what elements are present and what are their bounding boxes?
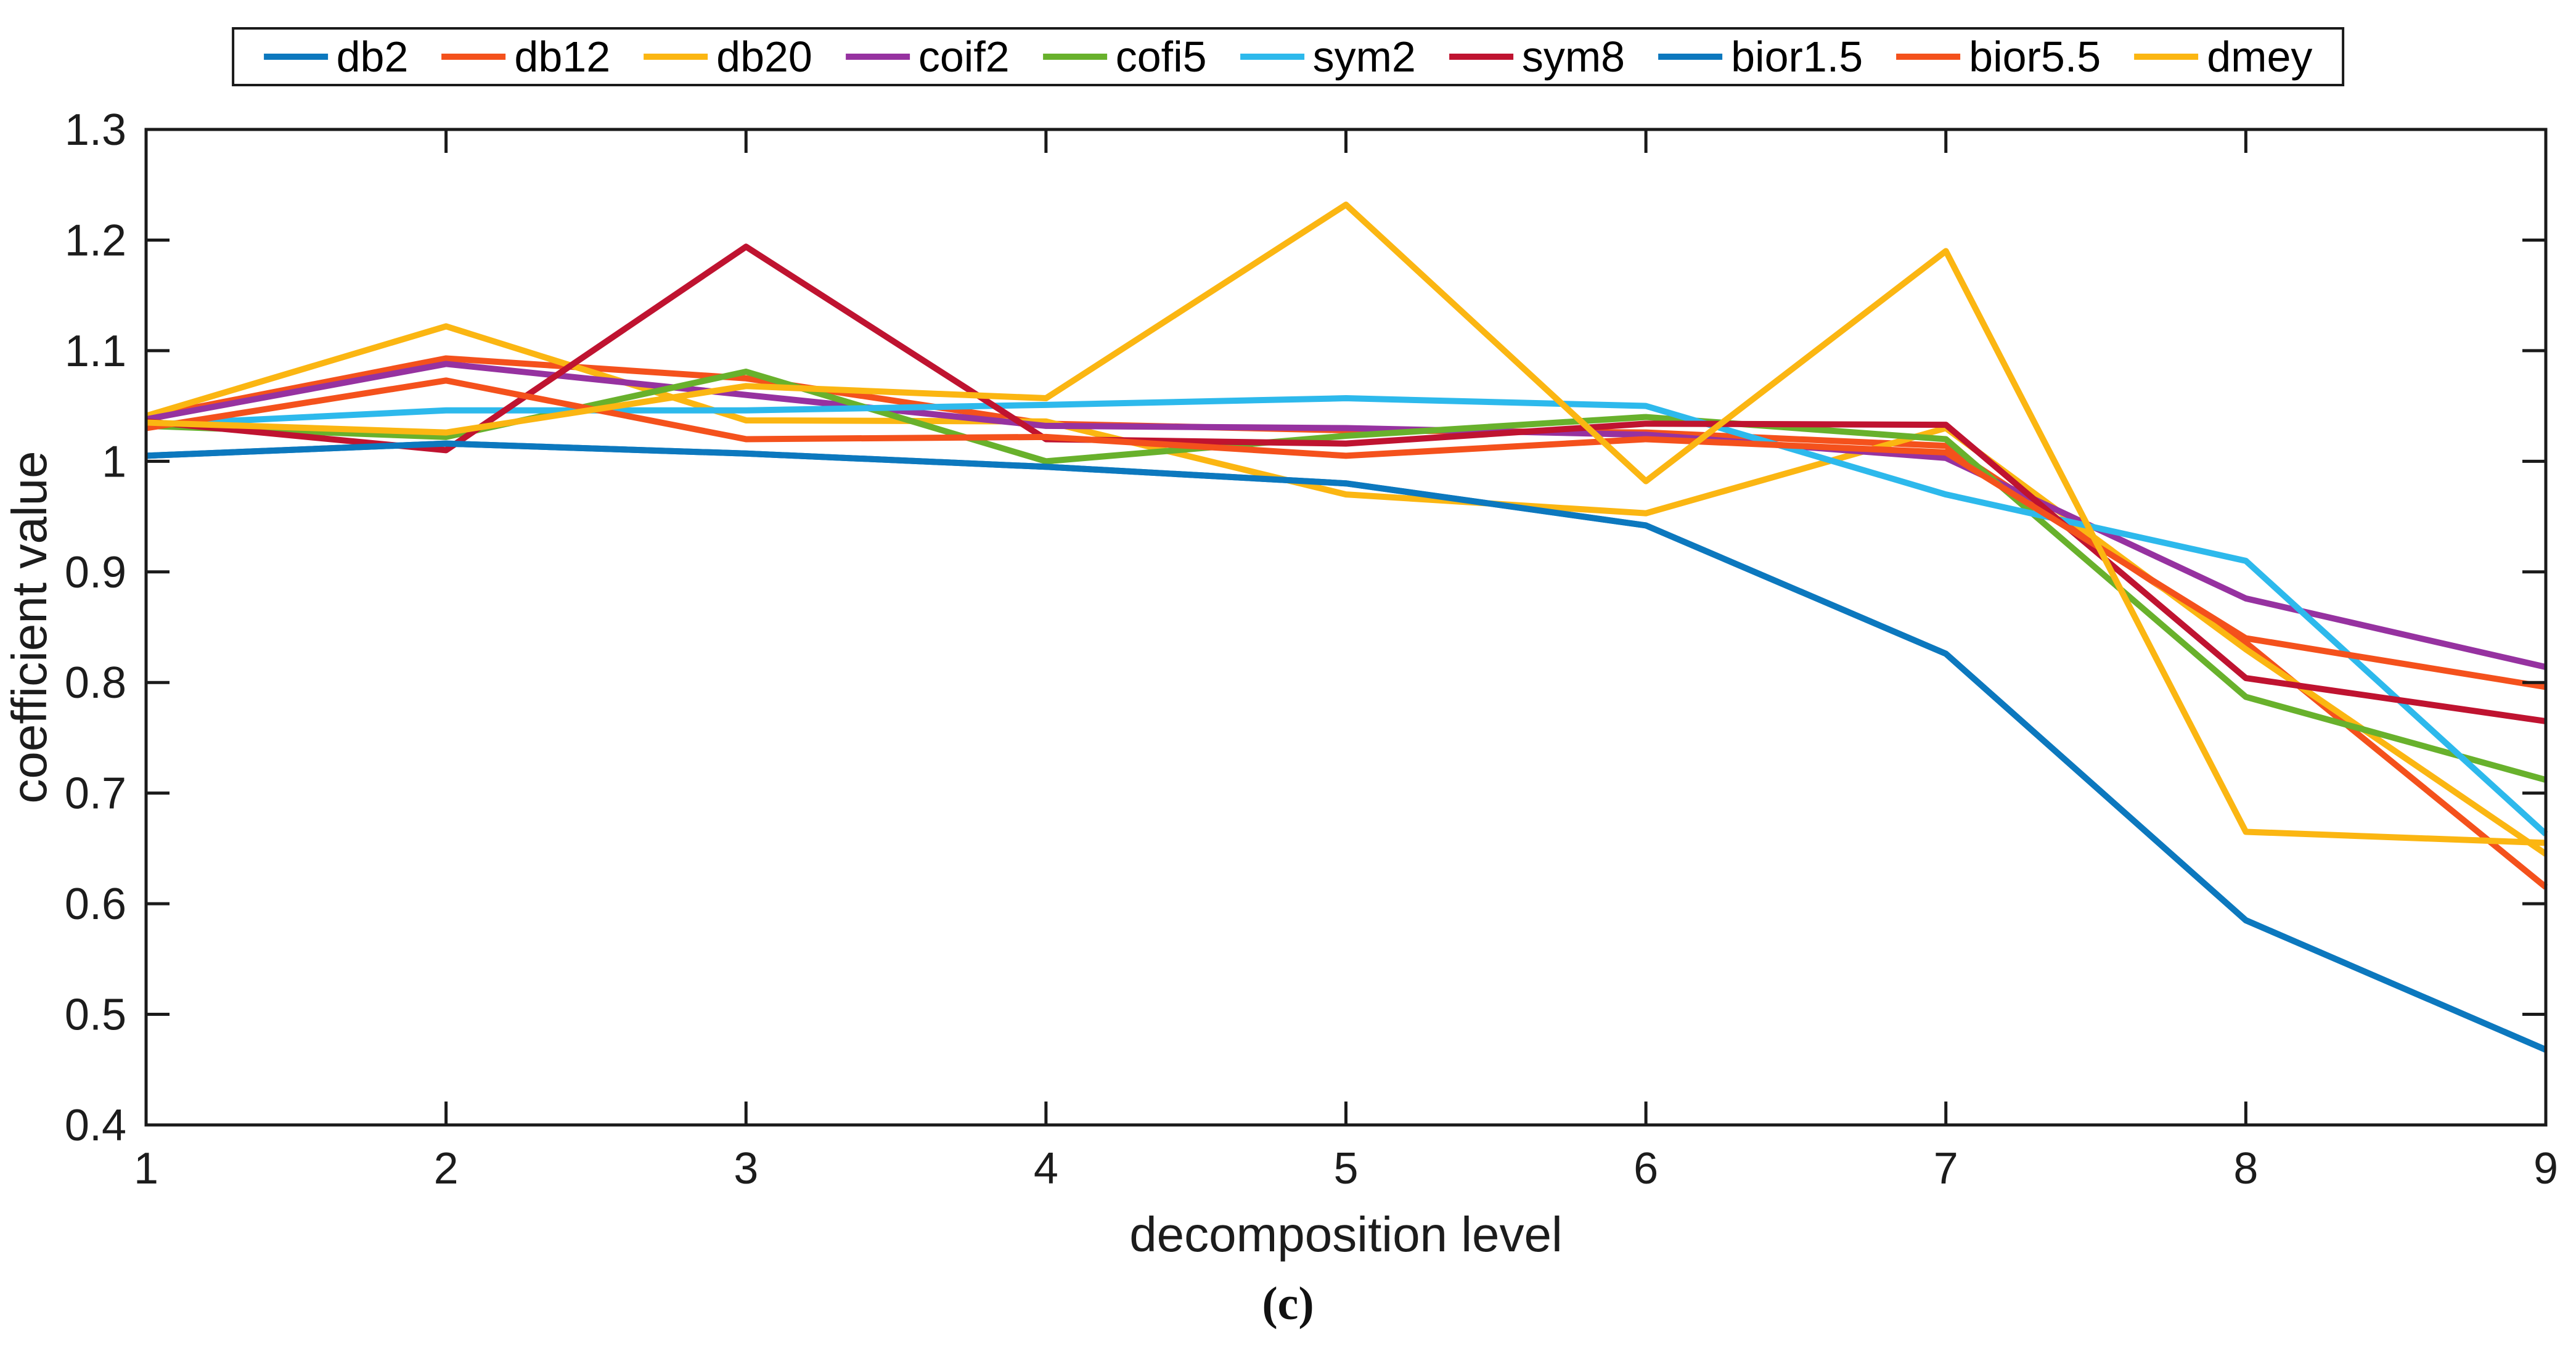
legend-label-bior5.5: bior5.5 — [1969, 33, 2101, 81]
legend-swatch-db12 — [441, 54, 506, 60]
series-line-sym2 — [145, 395, 2548, 836]
legend-swatch-db20 — [644, 54, 708, 60]
y-tick-label: 0.7 — [65, 769, 126, 819]
y-tick-label: 1.1 — [65, 327, 126, 376]
legend-label-bior1.5: bior1.5 — [1731, 33, 1863, 81]
y-tick-label: 1.3 — [65, 105, 126, 155]
legend-item-db20: db20 — [644, 35, 812, 78]
legend-swatch-sym8 — [1449, 54, 1513, 60]
x-tick-label: 7 — [1934, 1144, 1958, 1193]
x-tick-label: 8 — [2233, 1144, 2258, 1193]
x-tick-label: 6 — [1634, 1144, 1658, 1193]
legend-item-bior5.5: bior5.5 — [1896, 35, 2101, 78]
axis-ticks — [144, 128, 2548, 1127]
legend-item-db12: db12 — [441, 35, 610, 78]
y-tick-label: 1.2 — [65, 216, 126, 265]
legend-label-coif2: coif2 — [918, 33, 1010, 81]
legend-swatch-dmey — [2134, 54, 2199, 60]
y-tick-label: 0.4 — [65, 1101, 126, 1150]
series-line-dmey — [145, 202, 2546, 846]
legend-item-coif2: coif2 — [845, 33, 1010, 81]
legend-swatch-coif2 — [845, 54, 910, 60]
legend-label-db2: db2 — [336, 33, 409, 81]
figure-caption: (c) — [1262, 1278, 1314, 1330]
series-line-bior5.5 — [145, 377, 2546, 690]
legend-item-db2: db2 — [263, 33, 409, 81]
legend-swatch-sym2 — [1240, 54, 1304, 60]
legend-label-cofi5: cofi5 — [1115, 33, 1207, 81]
series-line-db2 — [145, 440, 2547, 1053]
x-tick-label: 2 — [434, 1144, 459, 1193]
legend-label-dmey: dmey — [2207, 33, 2313, 81]
legend-item-dmey: dmey — [2134, 35, 2312, 78]
legend-swatch-db2 — [263, 54, 328, 60]
x-tick-label: 4 — [1034, 1144, 1058, 1193]
legend-swatch-bior5.5 — [1896, 54, 1961, 60]
series-line-coif2 — [145, 361, 2547, 670]
legend-item-cofi5: cofi5 — [1042, 33, 1207, 81]
legend-swatch-cofi5 — [1042, 54, 1107, 60]
x-tick-labels: 1 2 3 4 5 6 7 8 9 — [134, 1144, 2558, 1193]
legend-item-bior1.5: bior1.5 — [1658, 35, 1863, 78]
x-tick-label: 3 — [734, 1144, 758, 1193]
legend-item-sym2: sym2 — [1240, 35, 1416, 78]
series-line-sym8 — [145, 243, 2546, 724]
y-tick-label: 0.9 — [65, 548, 126, 597]
series-line-db20 — [145, 323, 2548, 857]
x-tick-label: 5 — [1333, 1144, 1358, 1193]
legend: db2 db12 db20 coif2 cofi5 sym2 sym8 bior1.5 bior… — [231, 27, 2345, 86]
y-tick-label: 0.5 — [65, 991, 126, 1040]
y-tick-label: 0.8 — [65, 658, 126, 708]
legend-label-sym2: sym2 — [1312, 33, 1416, 81]
y-tick-label: 0.6 — [65, 880, 126, 929]
y-axis-label: coefficient value — [2, 451, 57, 803]
x-axis-label: decomposition level — [1129, 1207, 1563, 1262]
x-tick-label: 9 — [2533, 1144, 2558, 1193]
legend-label-db20: db20 — [716, 33, 812, 81]
legend-label-db12: db12 — [514, 33, 611, 81]
legend-item-sym8: sym8 — [1449, 35, 1625, 78]
series-lines — [145, 202, 2548, 1053]
legend-label-sym8: sym8 — [1521, 33, 1625, 81]
y-tick-label: 1 — [102, 437, 126, 486]
legend-swatch-bior1.5 — [1658, 54, 1723, 60]
y-tick-labels: 0.4 0.5 0.6 0.7 0.8 0.9 1 1.1 1.2 1.3 — [65, 105, 126, 1150]
series-line-bior1.5 — [145, 440, 2547, 1053]
x-tick-label: 1 — [134, 1144, 158, 1193]
